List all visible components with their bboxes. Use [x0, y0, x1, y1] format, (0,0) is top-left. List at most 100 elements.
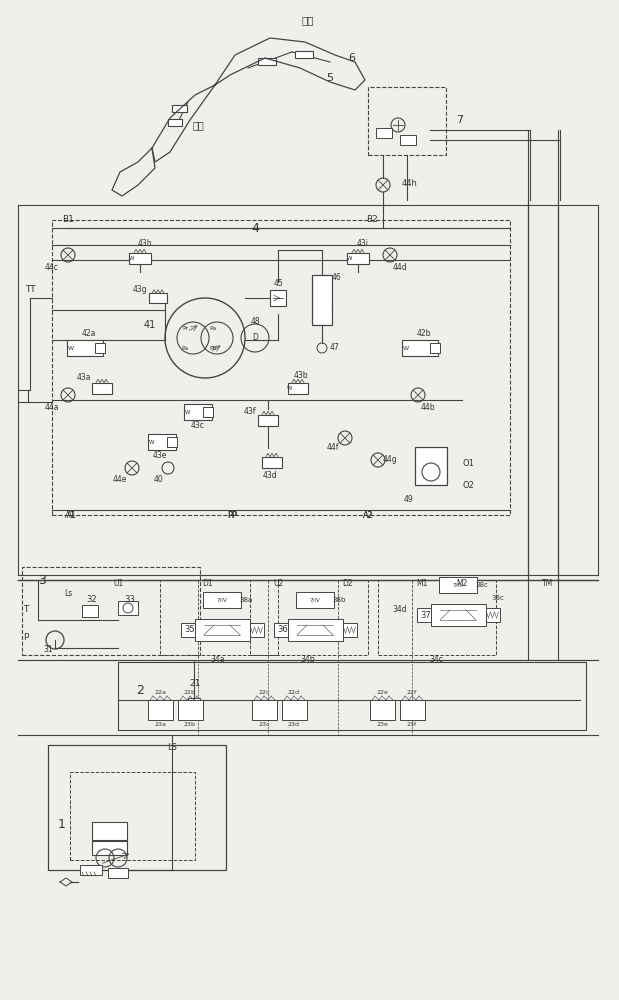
- Text: 43i: 43i: [357, 239, 369, 248]
- Text: 1: 1: [58, 818, 66, 832]
- Text: 46: 46: [331, 273, 341, 282]
- Text: TT: TT: [25, 286, 35, 294]
- Text: 2: 2: [136, 684, 144, 696]
- Bar: [168, 119, 182, 126]
- Bar: [415, 447, 447, 485]
- Bar: [439, 577, 477, 593]
- Bar: [184, 404, 212, 420]
- Text: 21: 21: [189, 678, 201, 688]
- Bar: [370, 700, 395, 720]
- Text: 43c: 43c: [191, 422, 205, 430]
- Text: 43a: 43a: [77, 373, 91, 382]
- Text: 23f: 23f: [407, 722, 417, 728]
- Text: 37: 37: [421, 610, 431, 619]
- Text: 35: 35: [184, 626, 196, 635]
- Bar: [258, 414, 278, 426]
- Text: 23a: 23a: [154, 722, 166, 728]
- Text: W: W: [149, 440, 155, 444]
- Text: 3: 3: [38, 574, 46, 586]
- Text: 22b: 22b: [184, 690, 196, 694]
- Text: 43g: 43g: [132, 286, 147, 294]
- Text: B2: B2: [366, 216, 378, 225]
- Bar: [118, 601, 138, 615]
- Text: Ls: Ls: [64, 588, 72, 597]
- Text: PP: PP: [227, 510, 237, 520]
- Text: Pa: Pa: [181, 346, 189, 351]
- Text: 43d: 43d: [262, 472, 277, 481]
- Bar: [270, 290, 286, 306]
- Text: 49: 49: [403, 495, 413, 504]
- Bar: [92, 841, 127, 855]
- Text: 38a: 38a: [240, 597, 253, 603]
- Text: A2: A2: [363, 510, 373, 520]
- Bar: [160, 580, 278, 655]
- Bar: [181, 623, 194, 637]
- Bar: [312, 275, 332, 325]
- Text: 38c: 38c: [475, 582, 488, 588]
- Bar: [70, 772, 195, 860]
- Bar: [172, 105, 187, 112]
- Text: 33: 33: [124, 595, 136, 604]
- Text: P: P: [24, 634, 28, 643]
- Bar: [400, 135, 416, 145]
- Bar: [295, 51, 313, 58]
- Text: U1: U1: [113, 578, 123, 587]
- Text: LS: LS: [167, 744, 177, 752]
- Text: 40: 40: [153, 475, 163, 484]
- Bar: [194, 619, 249, 641]
- Text: 44c: 44c: [45, 263, 59, 272]
- Text: W: W: [129, 255, 135, 260]
- Bar: [148, 700, 173, 720]
- Text: TM: TM: [542, 578, 553, 587]
- Text: 斗杆: 斗杆: [192, 120, 204, 130]
- Bar: [249, 623, 264, 637]
- Text: 7/IV: 7/IV: [217, 597, 227, 602]
- Text: M2: M2: [456, 578, 468, 587]
- Bar: [430, 604, 485, 626]
- Text: 23d: 23d: [288, 722, 300, 728]
- Text: 43b: 43b: [293, 370, 308, 379]
- Bar: [274, 623, 287, 637]
- Text: 44d: 44d: [392, 263, 407, 272]
- Text: A1: A1: [64, 510, 76, 520]
- Text: M1: M1: [417, 578, 428, 587]
- Text: D: D: [252, 334, 258, 342]
- Text: PP: PP: [227, 510, 236, 520]
- Text: 34a: 34a: [210, 656, 225, 664]
- Bar: [92, 822, 127, 840]
- Text: A2: A2: [363, 510, 373, 520]
- Bar: [282, 700, 307, 720]
- Bar: [288, 382, 308, 393]
- Bar: [430, 343, 440, 353]
- Bar: [376, 128, 392, 138]
- Bar: [149, 293, 167, 303]
- Text: W: W: [185, 410, 191, 414]
- Text: 43f: 43f: [244, 408, 256, 416]
- Text: 34b: 34b: [301, 656, 315, 664]
- Bar: [402, 340, 438, 356]
- Text: 36: 36: [278, 626, 288, 635]
- Text: 44e: 44e: [113, 475, 127, 484]
- Bar: [52, 220, 510, 515]
- Bar: [417, 608, 430, 622]
- Bar: [368, 87, 446, 155]
- Bar: [48, 745, 226, 870]
- Text: 22a: 22a: [154, 690, 166, 694]
- Text: 45: 45: [273, 279, 283, 288]
- Text: 22d: 22d: [288, 690, 300, 694]
- Text: 22f: 22f: [407, 690, 417, 694]
- Text: Pb: Pb: [209, 346, 217, 351]
- Text: T: T: [24, 605, 28, 614]
- Bar: [67, 340, 103, 356]
- Text: D1: D1: [202, 578, 214, 587]
- Text: 34d: 34d: [392, 605, 407, 614]
- Text: O2: O2: [462, 482, 474, 490]
- Text: 7/IV: 7/IV: [452, 582, 464, 587]
- Text: 43h: 43h: [137, 239, 152, 248]
- Bar: [188, 698, 200, 708]
- Bar: [250, 580, 368, 655]
- Text: 38c: 38c: [491, 595, 504, 601]
- Text: 32: 32: [87, 595, 97, 604]
- Text: 44b: 44b: [421, 403, 435, 412]
- Bar: [178, 700, 203, 720]
